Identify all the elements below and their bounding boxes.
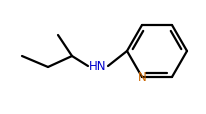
Text: HN: HN	[89, 60, 106, 73]
Text: N: N	[137, 71, 146, 84]
